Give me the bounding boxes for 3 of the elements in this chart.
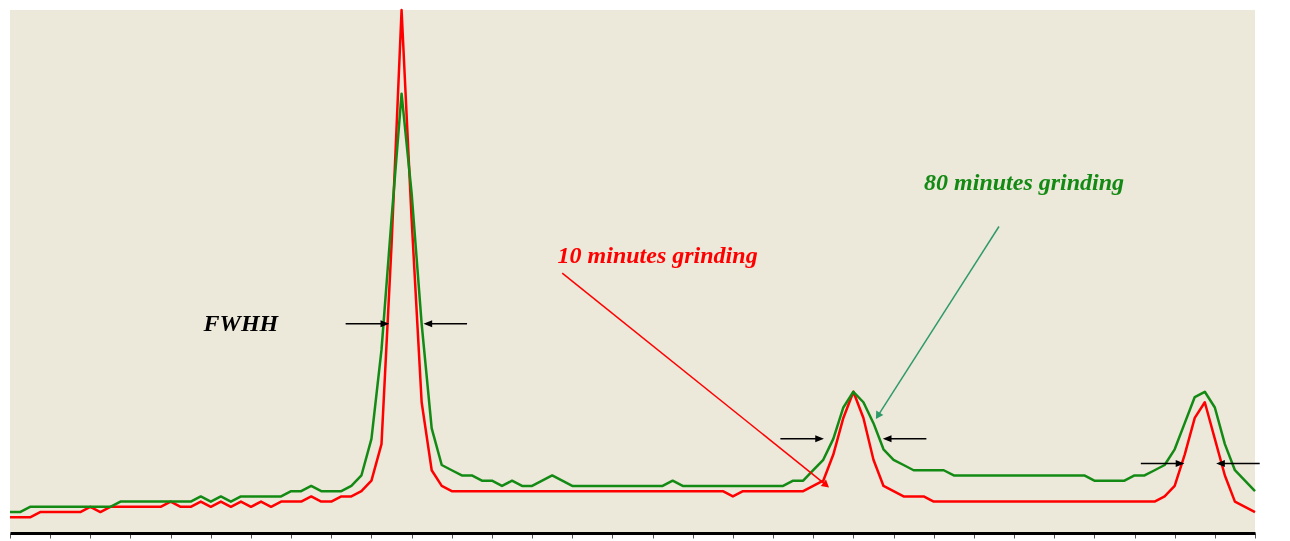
annotation: FWHH [202,309,280,336]
annotation: 10 minutes grinding [557,241,758,268]
annotation: 80 minutes grinding [924,168,1125,195]
